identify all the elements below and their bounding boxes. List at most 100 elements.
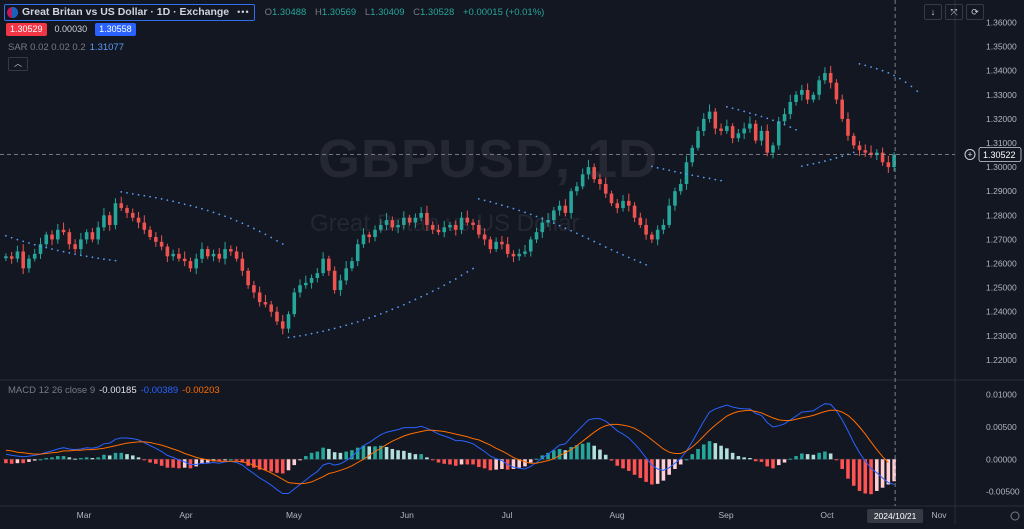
sar-dot [276,239,278,242]
macd-hist-bar [875,459,879,491]
sar-dot [760,115,763,118]
macd-hist-bar [113,452,118,460]
candle-body [875,152,879,156]
sar-dot [426,293,428,296]
sar-dot [766,117,769,120]
time-tick-label: Oct [820,510,834,520]
candle-body [575,186,579,192]
time-tick-label: Apr [179,510,192,520]
symbol-header: Great Britan vs US Dollar · 1D · Exchang… [4,3,550,21]
arrow-down-icon[interactable]: ↓ [924,4,942,20]
sar-dot [327,328,330,331]
macd-hist-bar [304,456,308,460]
symbol-title-box[interactable]: Great Britan vs US Dollar · 1D · Exchang… [4,3,255,21]
sar-dot [264,233,267,236]
candle-body [655,229,660,240]
sar-dot [691,174,694,177]
macd-legend[interactable]: MACD 12 26 close 9 -0.00185 -0.00389 -0.002… [8,385,220,396]
more-options-icon[interactable]: ••• [237,7,250,17]
sar-dot [806,164,809,166]
sar-dot [616,251,619,254]
macd-hist-bar [459,459,464,465]
macd-hist-bar [690,454,695,460]
macd-hist-bar [275,459,279,473]
candle-body [119,203,124,209]
macd-hist-bar [575,445,579,460]
sell-price-button[interactable]: 1.30529 [6,23,47,36]
macd-hist-bar [159,459,164,466]
price-tick-label: 1.36000 [986,17,1017,27]
candle-body [396,224,400,228]
macd-hist-bar [759,459,764,462]
macd-hist-bar [534,458,539,460]
sar-dot [789,126,792,128]
sar-dot [749,112,751,115]
spread-value: 0.00030 [54,24,88,34]
sar-dot [466,271,469,273]
macd-hist-bar [834,459,839,461]
sar-dot [154,196,157,199]
macd-line [5,403,895,494]
candle-body [448,224,452,228]
macd-hist-bar [188,459,193,469]
candle-body [552,210,556,221]
time-tick-label: Nov [931,510,947,520]
macd-hist-bar [511,459,516,469]
sar-dot [189,204,192,207]
candle-body [154,237,158,242]
candle-body [205,249,210,257]
candle-body [90,232,95,240]
macd-hist-bar [298,459,302,461]
sar-dot [725,105,728,108]
candle-body [834,82,839,100]
open-value: 1.30488 [272,6,307,18]
macd-hist-bar [748,458,752,460]
candle-body [159,241,164,247]
candle-body [188,261,193,269]
refresh-icon[interactable]: ⟳ [966,4,984,20]
candle-body [200,249,204,259]
sar-dot [754,113,757,116]
candle-body [557,205,562,211]
candle-body [390,220,395,228]
sar-dot [772,119,774,122]
sar-dot [351,322,353,325]
sar-dot [547,219,549,222]
sar-dot [10,236,13,239]
candle-body [823,73,827,81]
macd-hist-bar [407,452,412,460]
sar-dot [160,198,163,200]
candle-body [851,135,856,146]
macd-hist-bar [621,459,625,469]
macd-hist-bar [615,459,620,466]
buy-price-button[interactable]: 1.30558 [95,23,136,36]
macd-tick-label: 0.00000 [986,454,1017,464]
candle-body [269,304,273,312]
sar-dot [195,206,198,209]
chart-toolbar: ↓ ⤧ ⟳ [924,4,984,20]
sar-dot [518,209,521,212]
candle-body [748,123,752,129]
macd-hist-bar [355,447,360,460]
sar-legend[interactable]: SAR 0.02 0.02 0.2 1.31077 [8,42,124,53]
expand-icon[interactable]: ⤧ [945,4,963,20]
candle-body [419,212,423,218]
candle-body [292,292,297,315]
collapse-legend-icon[interactable]: ︿ [8,57,28,71]
macd-hist-bar [707,441,712,460]
sar-dot [477,198,480,200]
candle-body [869,152,873,156]
sar-dot [149,195,151,198]
candle-body [661,224,666,230]
sar-dot [587,237,590,240]
crosshair-date-box [867,509,924,523]
sar-dot [743,110,746,113]
candle-body [252,285,256,293]
candle-body [246,270,250,286]
sar-dot [270,236,273,239]
macd-hist-bar [130,455,135,460]
sar-dot [708,177,711,180]
macd-hist-bar [50,457,54,460]
